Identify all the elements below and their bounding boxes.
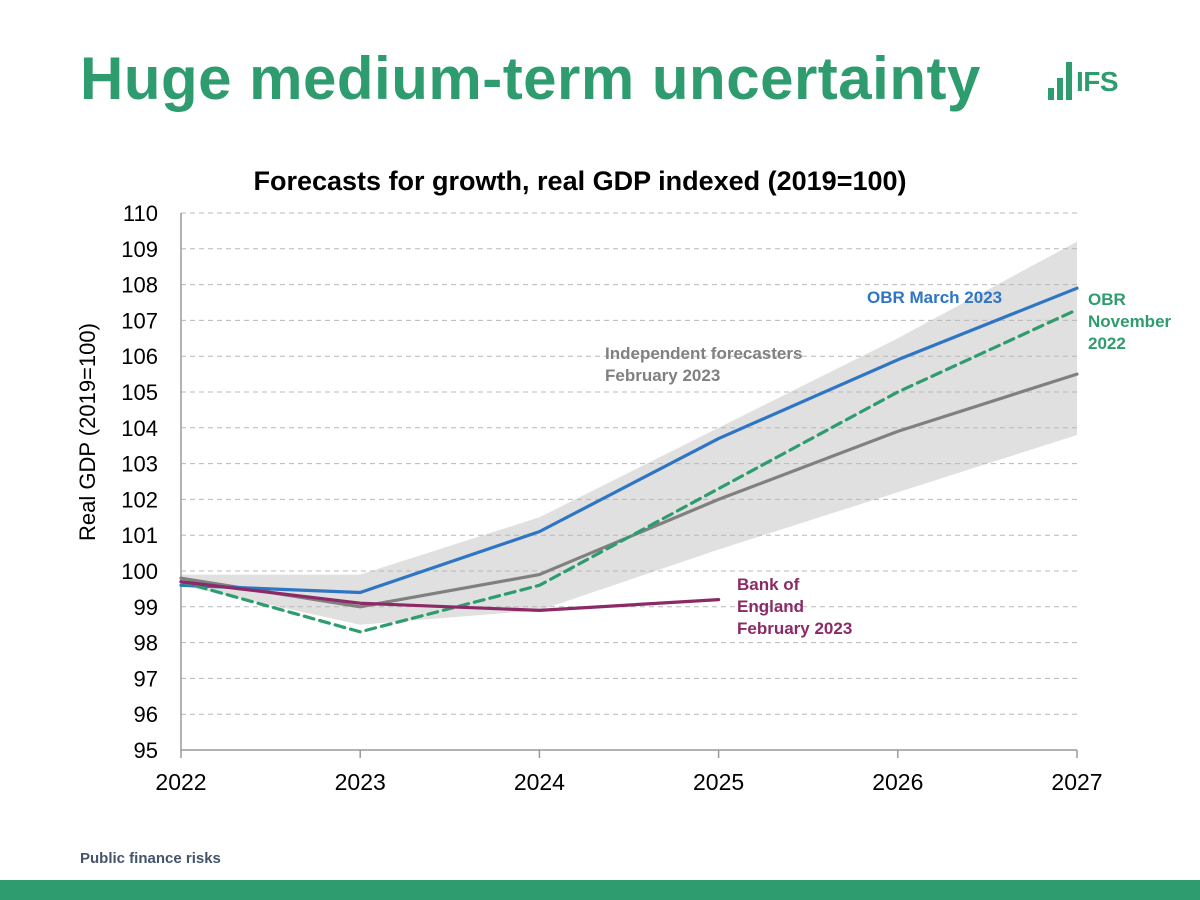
y-tick-label: 106 bbox=[121, 344, 158, 369]
y-tick-label: 105 bbox=[121, 380, 158, 405]
x-tick-label: 2024 bbox=[514, 769, 565, 795]
x-tick-label: 2022 bbox=[155, 769, 206, 795]
y-tick-label: 101 bbox=[121, 523, 158, 548]
series-line-obr-november-2022 bbox=[179, 308, 1079, 634]
series-label-independent-forecasters-february-2023: Independent forecasters February 2023 bbox=[605, 344, 802, 385]
x-tick-label: 2025 bbox=[693, 769, 744, 795]
series-label-obr-november-2022: OBR November 2022 bbox=[1088, 290, 1172, 353]
series-label-obr-march-2023: OBR March 2023 bbox=[867, 288, 1002, 307]
y-tick-label: 97 bbox=[134, 666, 158, 691]
x-tick-label: 2027 bbox=[1051, 769, 1102, 795]
logo-bar-1 bbox=[1048, 88, 1054, 100]
logo-bar-2 bbox=[1057, 78, 1063, 100]
y-tick-label: 102 bbox=[121, 487, 158, 512]
series-line-obr-march-2023 bbox=[179, 286, 1079, 595]
logo-bar-3 bbox=[1066, 62, 1072, 100]
y-tick-label: 109 bbox=[121, 237, 158, 262]
y-tick-label: 95 bbox=[134, 738, 158, 763]
logo-text: IFS bbox=[1076, 66, 1119, 97]
y-tick-label: 99 bbox=[134, 595, 158, 620]
gdp-forecast-chart: Forecasts for growth, real GDP indexed (… bbox=[75, 166, 1172, 795]
forecast-range-band bbox=[181, 241, 1077, 625]
y-tick-label: 107 bbox=[121, 308, 158, 333]
footer-text: Public finance risks bbox=[80, 850, 221, 867]
y-tick-label: 100 bbox=[121, 559, 158, 584]
slide-title: Huge medium-term uncertainty bbox=[80, 45, 981, 112]
y-axis-title: Real GDP (2019=100) bbox=[75, 323, 100, 541]
ifs-logo: IFS bbox=[1048, 60, 1124, 100]
y-tick-label: 108 bbox=[121, 273, 158, 298]
y-tick-label: 110 bbox=[123, 201, 158, 226]
y-tick-label: 103 bbox=[121, 452, 158, 477]
series-line-bank-of-england-february-2023 bbox=[179, 580, 721, 612]
y-tick-label: 98 bbox=[134, 631, 158, 656]
y-tick-label: 96 bbox=[134, 702, 158, 727]
series-label-bank-of-england-february-2023: Bank of England February 2023 bbox=[737, 575, 852, 638]
x-tick-label: 2023 bbox=[335, 769, 386, 795]
chart-title: Forecasts for growth, real GDP indexed (… bbox=[254, 166, 907, 196]
y-tick-label: 104 bbox=[121, 416, 158, 441]
x-tick-label: 2026 bbox=[872, 769, 923, 795]
footer-bar bbox=[0, 880, 1200, 900]
